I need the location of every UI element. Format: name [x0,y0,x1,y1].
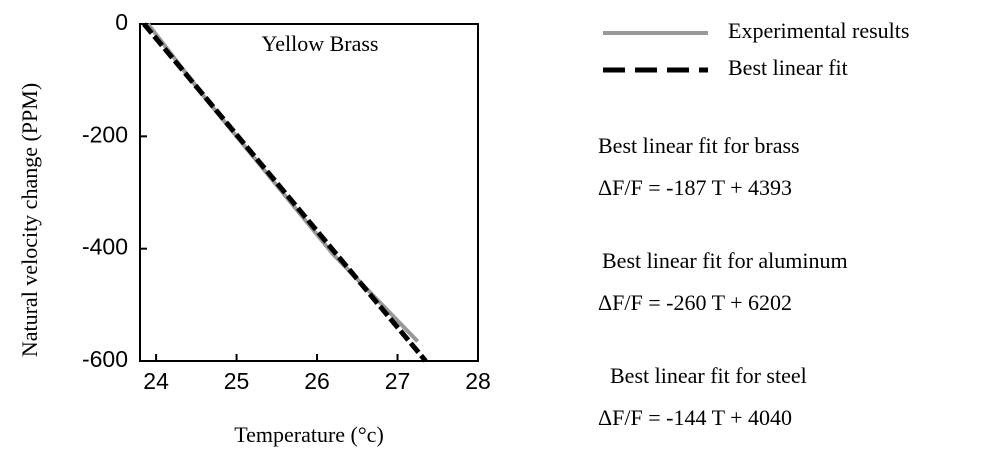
annotation-title: Best linear fit for aluminum [602,248,848,273]
plot-frame [139,23,479,362]
annotation-equation: ΔF/F = -187 T + 4393 [598,175,792,200]
x-tick-label: 24 [143,368,169,394]
y-tick-label: 0 [115,9,128,35]
x-tick-label: 28 [465,368,491,394]
x-tick-label: 25 [224,368,250,394]
annotation-title: Best linear fit for steel [610,363,807,388]
data-line [146,22,420,343]
chart-title: Yellow Brass [262,31,379,56]
x-tick-label: 27 [385,368,411,394]
annotation-equation: ΔF/F = -144 T + 4040 [598,405,792,430]
x-axis-label: Temperature (°c) [234,422,384,447]
legend-label: Best linear fit [728,55,848,80]
legend-label: Experimental results [728,18,909,43]
y-axis-label: Natural velocity change (PPM) [17,83,42,357]
y-tick-label: -200 [82,121,128,147]
y-tick-label: -600 [82,346,128,372]
x-tick-label: 26 [304,368,330,394]
annotation-title: Best linear fit for brass [598,133,800,158]
data-line [142,22,428,363]
annotation-equation: ΔF/F = -260 T + 6202 [598,290,792,315]
y-tick-label: -400 [82,234,128,260]
